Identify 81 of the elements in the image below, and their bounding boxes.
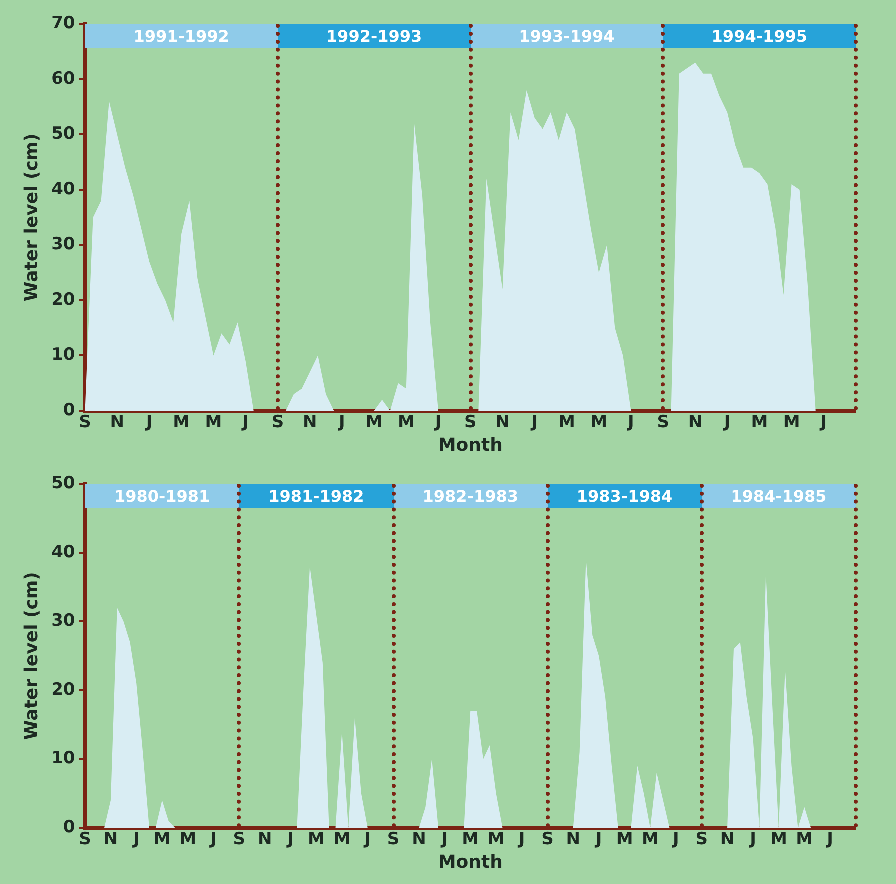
year-header: 1982-1983 [394,484,548,508]
x-tick-label: M [398,412,415,433]
x-tick-label: J [364,830,372,850]
x-tick-label: M [642,830,659,850]
x-tick-label: S [272,412,284,433]
x-tick-label: J [242,412,249,433]
x-tick-label: J [518,830,526,850]
x-tick-label: J [132,830,140,850]
x-tick-label: J [826,830,834,850]
x-tick-label: M [783,412,800,433]
y-tick-label: 30 [52,611,76,632]
x-tick-label: N [496,412,510,433]
x-tick-label: J [210,830,217,850]
x-tick-label: N [412,830,426,850]
x-tick-label: N [258,830,272,850]
x-tick-label: M [590,412,608,433]
x-tick-label: M [770,830,788,850]
x-tick-label: M [751,412,768,433]
x-tick-label: M [462,830,480,850]
y-tick-label: 10 [52,748,76,769]
x-tick-label: M [154,830,171,850]
y-axis-title: Water level (cm) [21,134,42,302]
x-tick-label: M [205,412,222,433]
x-tick-label: M [173,412,190,433]
y-tick-label: 40 [52,179,76,200]
y-tick-label: 40 [52,542,76,562]
x-tick-label: J [672,830,680,850]
x-tick-label: J [749,830,756,850]
x-tick-label: M [334,830,351,850]
x-tick-label: S [542,830,554,850]
x-tick-label: N [720,830,735,850]
x-tick-label: S [696,830,708,850]
year-header: 1993-1994 [470,24,664,48]
x-tick-label: S [79,412,92,433]
x-tick-label: M [558,412,576,433]
y-tick-label: 70 [52,14,76,34]
year-header: 1991-1992 [85,24,278,48]
x-axis-title: Month [438,434,503,456]
x-tick-label: J [286,830,294,850]
y-tick-label: 60 [52,68,76,89]
y-tick-label: 10 [52,345,76,366]
y-tick-label: 20 [52,290,76,310]
x-tick-label: M [796,830,814,850]
x-tick-label: N [302,412,318,433]
x-tick-label: J [594,830,602,850]
x-tick-label: J [627,412,634,433]
x-tick-label: S [657,412,670,433]
y-tick-label: 50 [52,124,76,144]
x-tick-label: N [566,830,581,850]
y-tick-label: 30 [52,234,76,255]
y-axis-title: Water level (cm) [21,572,42,740]
x-tick-label: J [338,412,346,433]
x-tick-label: N [104,830,118,850]
x-tick-label: M [616,830,634,850]
x-tick-label: J [434,412,442,433]
x-tick-label: J [440,830,448,850]
x-tick-label: J [723,412,731,433]
y-tick-label: 20 [52,680,76,700]
x-tick-label: S [387,830,400,850]
year-header: 1994-1995 [663,24,856,48]
x-tick-label: S [79,830,92,850]
x-tick-label: M [366,412,383,433]
x-tick-label: S [233,830,246,850]
x-tick-label: J [530,412,538,433]
x-tick-label: N [688,412,703,433]
y-tick-label: 0 [63,400,76,420]
x-tick-label: M [308,830,325,850]
y-tick-label: 50 [52,474,76,494]
x-tick-label: J [145,412,153,433]
y-tick-label: 0 [63,817,76,838]
x-tick-label: N [110,412,124,433]
x-tick-label: M [488,830,505,850]
year-header: 1992-1993 [278,24,471,48]
year-header: 1983-1984 [548,484,702,508]
year-header: 1984-1985 [702,484,856,508]
x-axis-title: Month [438,852,503,873]
x-tick-label: J [820,412,828,433]
x-tick-label: S [464,412,477,433]
year-header: 1981-1982 [239,484,394,508]
x-tick-label: M [180,830,196,850]
year-header: 1980-1981 [85,484,240,508]
